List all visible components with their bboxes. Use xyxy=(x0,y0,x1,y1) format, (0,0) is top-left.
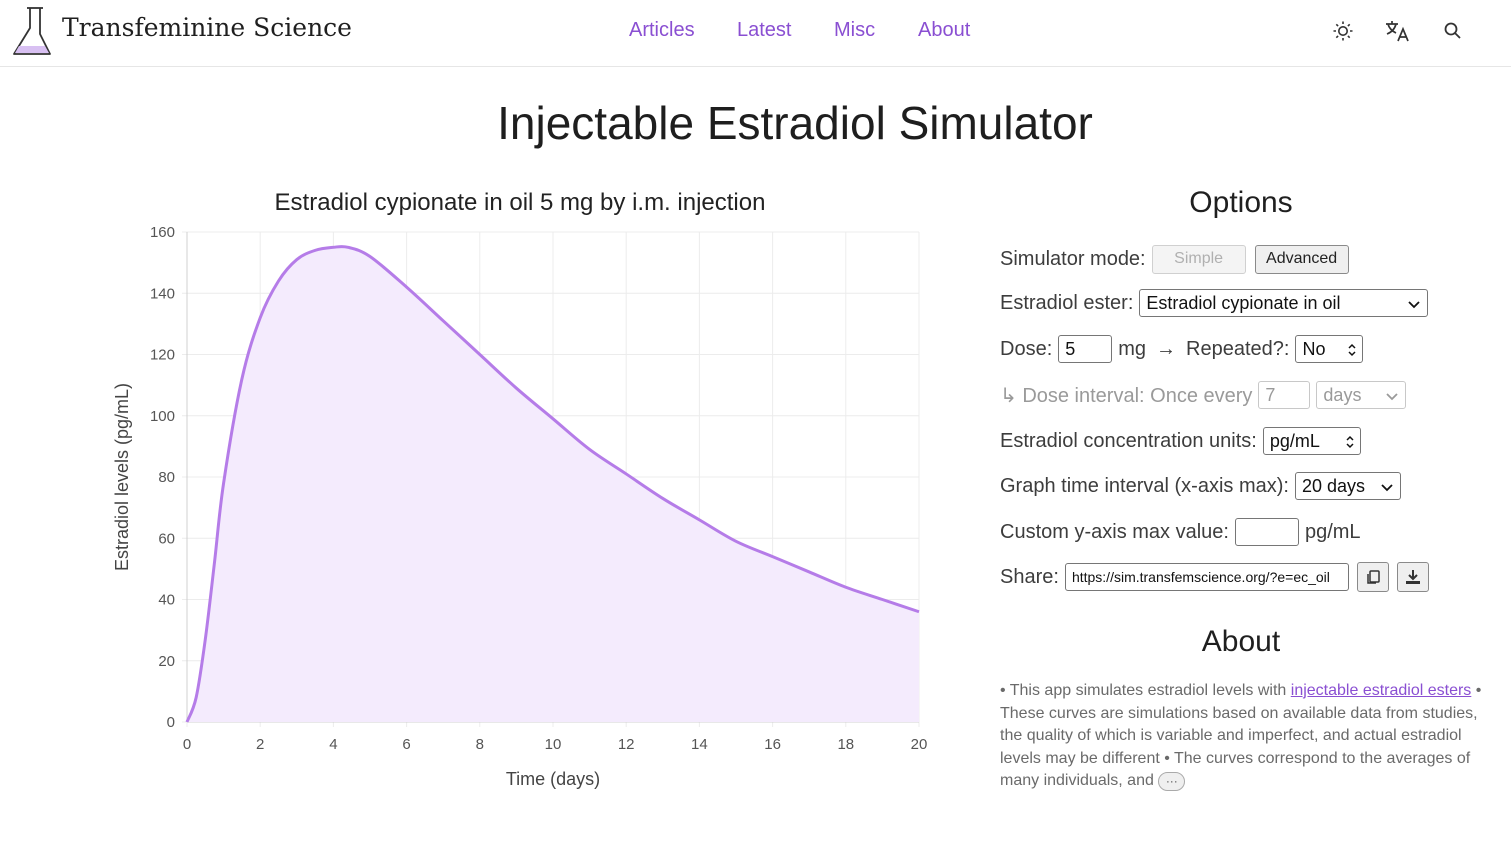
x-tick-label: 20 xyxy=(911,736,928,753)
y-tick-label: 100 xyxy=(150,408,175,425)
dose-input[interactable]: 5 xyxy=(1058,335,1113,363)
ymax-input[interactable] xyxy=(1234,518,1299,546)
ymax-row: Custom y-axis max value: pg/mL xyxy=(1000,517,1361,547)
dose-row: Dose: 5 mg → Repeated?: No xyxy=(1000,334,1364,364)
units-label: Estradiol concentration units: xyxy=(1000,429,1257,452)
estradiol-chart[interactable]: 0 2 4 6 8 10 12 14 16 18 20 0 20 40 60 80 100 120 140 160 Es… xyxy=(100,180,960,810)
y-axis-label: Estradiol levels (pg/mL) xyxy=(112,383,132,571)
flask-logo-icon[interactable] xyxy=(10,4,54,58)
x-tick-label: 14 xyxy=(691,736,708,753)
chevron-down-icon xyxy=(1381,484,1393,492)
simulator-mode-row: Simulator mode: Simple Advanced xyxy=(1000,244,1349,274)
top-bar: Transfeminine Science Articles Latest Mi… xyxy=(0,0,1511,67)
repeated-select[interactable]: No xyxy=(1295,335,1364,363)
x-tick-label: 0 xyxy=(183,736,191,753)
dose-interval-label: ↳ Dose interval: Once every xyxy=(1000,384,1253,407)
translate-icon[interactable] xyxy=(1383,17,1411,45)
ester-value: Estradiol cypionate in oil xyxy=(1146,292,1341,313)
units-select[interactable]: pg/mL xyxy=(1262,427,1361,455)
interval-unit-value: days xyxy=(1323,384,1362,405)
dose-label: Dose: xyxy=(1000,337,1053,360)
theme-toggle-icon[interactable] xyxy=(1329,17,1357,45)
repeated-label: Repeated?: xyxy=(1186,337,1290,360)
y-tick-label: 0 xyxy=(167,714,175,731)
nav-latest[interactable]: Latest xyxy=(737,19,792,41)
options-heading: Options xyxy=(1189,186,1293,219)
y-tick-label: 60 xyxy=(158,530,175,547)
site-name[interactable]: Transfeminine Science xyxy=(62,13,352,42)
y-tick-label: 40 xyxy=(158,592,175,609)
stepper-icon xyxy=(1348,343,1356,357)
x-tick-label: 2 xyxy=(256,736,264,753)
ymax-unit: pg/mL xyxy=(1304,520,1361,543)
nav-articles[interactable]: Articles xyxy=(629,19,695,41)
simulator-mode-label: Simulator mode: xyxy=(1000,247,1146,270)
ester-label: Estradiol ester: xyxy=(1000,291,1134,314)
time-interval-select[interactable]: 20 days xyxy=(1294,472,1401,500)
x-axis-label: Time (days) xyxy=(506,769,600,789)
x-tick-label: 4 xyxy=(329,736,337,753)
time-interval-value: 20 days xyxy=(1301,475,1366,496)
dose-interval-row: ↳ Dose interval: Once every 7 days xyxy=(1000,380,1407,410)
dose-unit: mg xyxy=(1118,337,1147,360)
about-text-part-1: • This app simulates estradiol levels wi… xyxy=(1000,682,1291,699)
ester-select[interactable]: Estradiol cypionate in oil xyxy=(1139,289,1429,317)
units-value: pg/mL xyxy=(1269,430,1320,451)
time-interval-label: Graph time interval (x-axis max): xyxy=(1000,474,1289,497)
x-tick-label: 8 xyxy=(476,736,484,753)
injectable-esters-link[interactable]: injectable estradiol esters xyxy=(1290,682,1472,699)
dose-interval-input[interactable]: 7 xyxy=(1258,381,1311,409)
share-row: Share: https://sim.transfemscience.org/?… xyxy=(1000,562,1429,592)
chevron-down-icon xyxy=(1408,301,1421,309)
chevron-down-icon xyxy=(1386,393,1399,401)
download-icon xyxy=(1405,570,1420,584)
about-text: • This app simulates estradiol levels wi… xyxy=(1000,680,1482,793)
arrow-icon: → xyxy=(1156,337,1177,360)
stepper-icon xyxy=(1346,435,1354,449)
x-tick-label: 16 xyxy=(764,736,781,753)
y-tick-label: 140 xyxy=(150,285,175,302)
nav-misc[interactable]: Misc xyxy=(834,19,876,41)
y-tick-label: 160 xyxy=(150,224,175,241)
series-line xyxy=(185,245,920,723)
copy-button[interactable] xyxy=(1356,562,1389,592)
ester-row: Estradiol ester: Estradiol cypionate in … xyxy=(1000,288,1429,318)
about-heading: About xyxy=(1201,625,1281,658)
about-text-part-2: • These curves are simulations based on … xyxy=(1000,682,1482,790)
x-tick-label: 10 xyxy=(545,736,562,753)
page-title: Injectable Estradiol Simulator xyxy=(497,97,1093,149)
units-row: Estradiol concentration units: pg/mL xyxy=(1000,426,1361,456)
y-tick-label: 120 xyxy=(150,347,175,364)
mode-advanced-button[interactable]: Advanced xyxy=(1254,244,1349,274)
y-tick-label: 20 xyxy=(158,653,175,670)
copy-icon xyxy=(1367,570,1380,584)
repeated-value: No xyxy=(1302,338,1326,359)
interval-unit-select[interactable]: days xyxy=(1316,381,1407,409)
x-tick-label: 18 xyxy=(837,736,854,753)
x-tick-label: 12 xyxy=(618,736,635,753)
x-tick-label: 6 xyxy=(402,736,410,753)
share-url-input[interactable]: https://sim.transfemscience.org/?e=ec_oi… xyxy=(1064,563,1349,591)
mode-simple-button[interactable]: Simple xyxy=(1151,244,1246,274)
chart-title: Estradiol cypionate in oil 5 mg by i.m. … xyxy=(275,189,766,216)
download-button[interactable] xyxy=(1396,562,1429,592)
time-interval-row: Graph time interval (x-axis max): 20 day… xyxy=(1000,471,1401,501)
nav-about[interactable]: About xyxy=(918,19,971,41)
y-tick-label: 80 xyxy=(158,469,175,486)
ymax-label: Custom y-axis max value: xyxy=(1000,520,1229,543)
more-button[interactable]: ··· xyxy=(1158,771,1186,791)
search-icon[interactable] xyxy=(1439,17,1467,45)
share-label: Share: xyxy=(1000,565,1059,588)
chart-svg[interactable]: 0 2 4 6 8 10 12 14 16 18 20 0 20 40 60 80 100 120 140 160 Es… xyxy=(100,180,960,810)
series-area xyxy=(187,246,919,722)
